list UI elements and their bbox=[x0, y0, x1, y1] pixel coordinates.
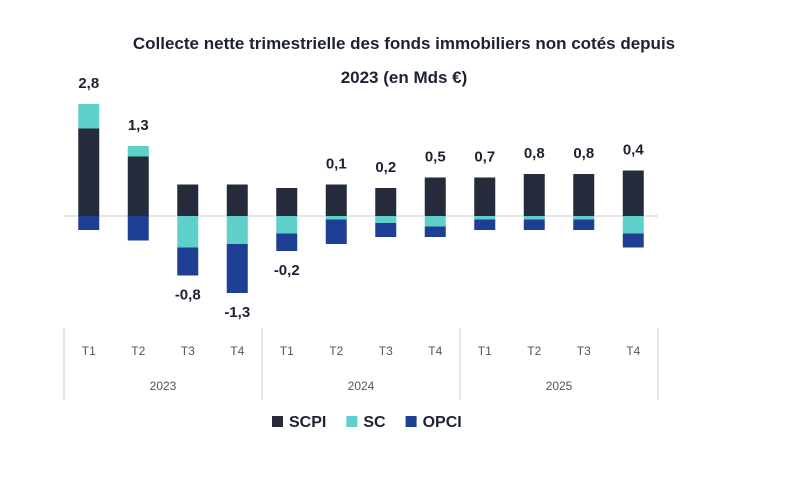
bar-segment bbox=[177, 247, 199, 276]
bar-segment bbox=[177, 216, 199, 248]
bar-segment bbox=[127, 216, 149, 241]
bar-segment bbox=[474, 177, 496, 216]
bar-segment bbox=[226, 184, 248, 216]
bar-segment bbox=[226, 244, 248, 293]
bar-segment bbox=[375, 223, 397, 237]
total-label: -0,2 bbox=[274, 262, 300, 279]
bar-segment bbox=[573, 216, 595, 220]
x-tick-label: T1 bbox=[280, 344, 294, 358]
x-tick-label: T3 bbox=[379, 344, 393, 358]
bar-segment bbox=[474, 216, 496, 220]
legend-swatch bbox=[405, 416, 417, 427]
total-label: 0,8 bbox=[524, 145, 545, 162]
chart-title: Collecte nette trimestrielle des fonds i… bbox=[132, 34, 676, 87]
legend-label: SCPI bbox=[289, 414, 326, 431]
x-tick-label: T4 bbox=[428, 344, 442, 358]
bar-segment bbox=[127, 146, 149, 157]
bar-segment bbox=[127, 156, 149, 216]
bar-segment bbox=[573, 219, 595, 230]
bar-segment bbox=[325, 219, 347, 244]
bar-segment bbox=[474, 219, 496, 230]
bar-segment bbox=[177, 184, 199, 216]
total-label: 0,8 bbox=[573, 145, 594, 162]
x-tick-label: T4 bbox=[626, 344, 640, 358]
x-tick-label: T1 bbox=[478, 344, 492, 358]
x-tick-label: T4 bbox=[230, 344, 244, 358]
legend-label: SC bbox=[363, 414, 386, 431]
bar-segment bbox=[78, 104, 100, 129]
bar-segment bbox=[424, 226, 446, 237]
bar-segment bbox=[375, 188, 397, 216]
bar-segment bbox=[325, 216, 347, 220]
x-tick-label: T1 bbox=[82, 344, 96, 358]
group-label: 2024 bbox=[348, 379, 375, 393]
total-label: 0,7 bbox=[474, 148, 495, 165]
bar-segment bbox=[276, 233, 298, 251]
bar-segment bbox=[523, 174, 545, 216]
bar-segment bbox=[375, 216, 397, 223]
bar-segment bbox=[622, 233, 644, 248]
bar-segment bbox=[78, 216, 100, 230]
bar-segment bbox=[276, 188, 298, 216]
total-label: 0,5 bbox=[425, 148, 446, 165]
group-label: 2023 bbox=[150, 379, 177, 393]
total-label: 2,8 bbox=[78, 75, 99, 92]
bar-segment bbox=[573, 174, 595, 216]
legend-label: OPCI bbox=[423, 414, 462, 431]
total-label: -1,3 bbox=[224, 304, 250, 321]
total-label: 0,2 bbox=[375, 159, 396, 176]
total-label: 0,4 bbox=[623, 141, 645, 158]
legend-swatch bbox=[272, 416, 283, 427]
x-tick-label: T2 bbox=[527, 344, 541, 358]
x-tick-label: T3 bbox=[577, 344, 591, 358]
bar-segment bbox=[424, 216, 446, 227]
legend-swatch bbox=[346, 416, 358, 427]
bar-segment bbox=[226, 216, 248, 244]
x-tick-label: T2 bbox=[131, 344, 145, 358]
x-tick-label: T3 bbox=[181, 344, 195, 358]
bar-segment bbox=[424, 177, 446, 216]
x-tick-label: T2 bbox=[329, 344, 343, 358]
bar-segment bbox=[523, 219, 545, 230]
bar-segment bbox=[276, 216, 298, 234]
bar-segment bbox=[622, 216, 644, 234]
bar-segment bbox=[622, 170, 644, 216]
bar-segment bbox=[325, 184, 347, 216]
total-label: -0,8 bbox=[175, 286, 201, 303]
total-label: 0,1 bbox=[326, 155, 347, 172]
bar-segment bbox=[523, 216, 545, 220]
group-label: 2025 bbox=[546, 379, 573, 393]
bar-segment bbox=[78, 128, 100, 216]
total-label: 1,3 bbox=[128, 117, 149, 134]
